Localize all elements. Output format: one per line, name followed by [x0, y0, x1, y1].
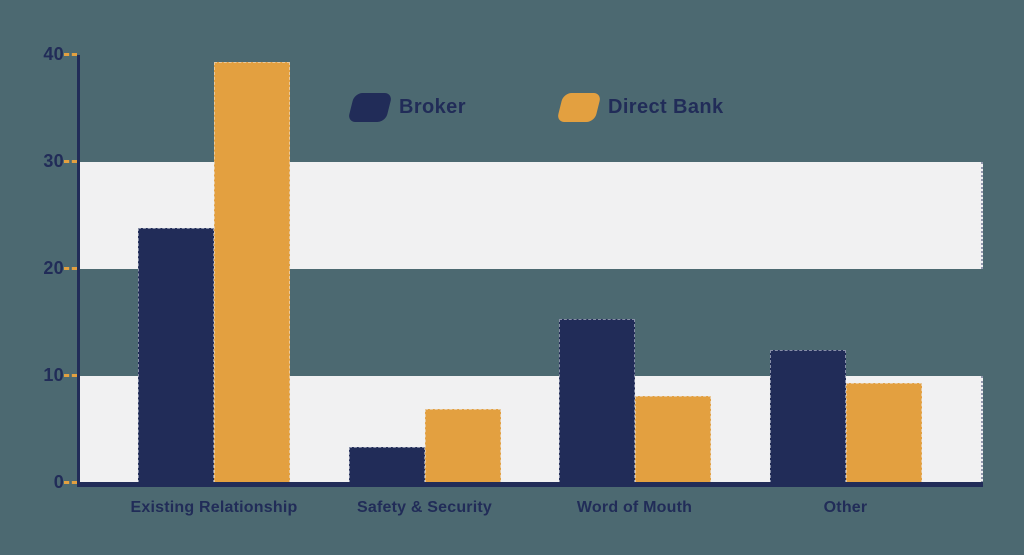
y-axis-tick-30 — [64, 160, 77, 163]
bar-direct-bank-other[interactable] — [845, 383, 922, 483]
y-axis-line — [77, 55, 80, 487]
legend-label-broker: Broker — [399, 96, 466, 118]
y-axis-tick-0 — [64, 481, 77, 484]
y-axis-tick-20 — [64, 267, 77, 270]
bar-broker-other[interactable] — [769, 350, 846, 483]
bar-direct-bank-safety-security[interactable] — [424, 409, 501, 483]
legend-swatch-broker — [347, 93, 393, 122]
bar-broker-word-of-mouth[interactable] — [558, 319, 635, 483]
bar-direct-bank-word-of-mouth[interactable] — [634, 396, 711, 483]
bar-broker-safety-security[interactable] — [348, 446, 425, 483]
x-axis-label-other: Other — [823, 499, 868, 516]
y-axis-tick-40 — [64, 53, 77, 56]
legend-item-direct-bank[interactable]: Direct Bank — [556, 93, 724, 122]
y-axis-label-10: 10 — [43, 365, 64, 385]
y-axis-label-30: 30 — [43, 151, 64, 171]
x-axis-label-existing-relationship: Existing Relationship — [130, 499, 298, 516]
x-axis-line — [77, 482, 983, 487]
legend-label-direct-bank: Direct Bank — [608, 96, 724, 118]
bar-direct-bank-existing-relationship[interactable] — [214, 62, 290, 483]
y-axis-label-0: 0 — [53, 472, 64, 492]
legend-swatch-direct-bank — [556, 93, 602, 122]
x-axis-label-safety-security: Safety & Security — [356, 499, 492, 516]
y-axis-label-40: 40 — [43, 44, 64, 64]
x-axis-label-word-of-mouth: Word of Mouth — [576, 499, 693, 516]
legend-item-broker[interactable]: Broker — [347, 93, 466, 122]
y-axis-label-20: 20 — [43, 258, 64, 278]
y-axis-tick-10 — [64, 374, 77, 377]
bar-broker-existing-relationship[interactable] — [138, 228, 214, 483]
